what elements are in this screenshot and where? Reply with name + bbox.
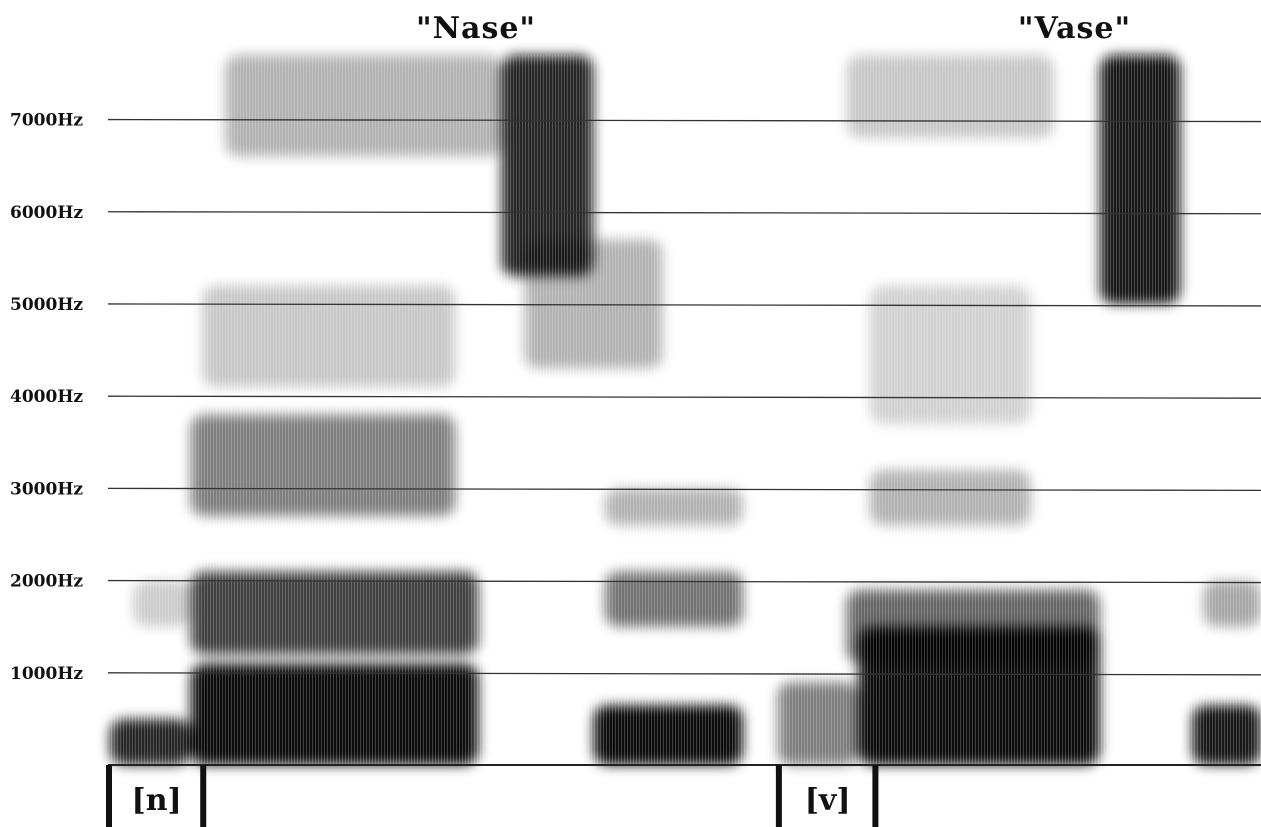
energy-region-a-f4 [202, 285, 456, 387]
energy-region-a2-f4 [869, 285, 1031, 424]
energy-region-a2-f3 [869, 469, 1031, 526]
y-tick-label-6000: 6000Hz [10, 203, 83, 223]
energy-region-e1-low [593, 705, 744, 765]
word-title-nase: "Nase" [416, 11, 536, 46]
energy-region-a-f2 [190, 571, 479, 655]
gridline-1000 [107, 672, 1261, 676]
energy-region-n-murmur [110, 718, 191, 765]
energy-region-v-murmur [777, 682, 859, 765]
y-tick-label-7000: 7000Hz [10, 111, 83, 131]
energy-region-s2-fric [1099, 55, 1181, 304]
gridline-7000 [107, 118, 1261, 123]
y-tick-label-4000: 4000Hz [10, 387, 83, 407]
segment-label-v: [v] [805, 783, 851, 818]
y-tick-label-2000: 2000Hz [10, 572, 83, 592]
y-tick-label-1000: 1000Hz [10, 664, 83, 684]
energy-region-a-high [225, 55, 502, 157]
gridline-4000 [107, 395, 1261, 399]
energy-region-n-high [133, 580, 191, 627]
y-tick-label-3000: 3000Hz [10, 479, 83, 499]
energy-region-e2-f2 [1203, 580, 1261, 627]
segment-n-left-boundary [106, 765, 112, 827]
gridline-2000 [107, 579, 1261, 584]
segment-label-n: [n] [132, 783, 182, 818]
energy-region-a2-high [846, 55, 1054, 138]
segment-n-right-boundary [200, 765, 207, 827]
plot-area [107, 55, 1261, 766]
energy-region-a-f3 [190, 414, 456, 517]
energy-region-s1-tail [524, 239, 663, 369]
word-titles: "Nase" "Vase" [416, 11, 1131, 46]
energy-layer [110, 55, 1261, 765]
energy-region-a-low [190, 663, 479, 765]
gridline-3000 [107, 487, 1261, 492]
y-axis-tick-labels: 1000Hz 2000Hz 3000Hz 4000Hz 5000Hz 6000Hz 7000… [10, 111, 83, 684]
y-tick-label-5000: 5000Hz [10, 295, 83, 315]
gridline-5000 [107, 303, 1261, 307]
energy-region-e1-f2 [604, 571, 744, 627]
gridlines [107, 118, 1261, 676]
word-title-vase: "Vase" [1018, 11, 1131, 46]
segment-markers: [n] [v] [106, 765, 879, 827]
segment-v-right-boundary [872, 765, 879, 827]
energy-region-e1-f3 [604, 488, 744, 526]
energy-region-s1-fric [501, 55, 594, 277]
segment-v-left-boundary [775, 765, 782, 827]
energy-region-e2-low [1191, 705, 1261, 765]
gridline-6000 [107, 211, 1261, 215]
energy-region-a2-f2 [846, 589, 1100, 664]
